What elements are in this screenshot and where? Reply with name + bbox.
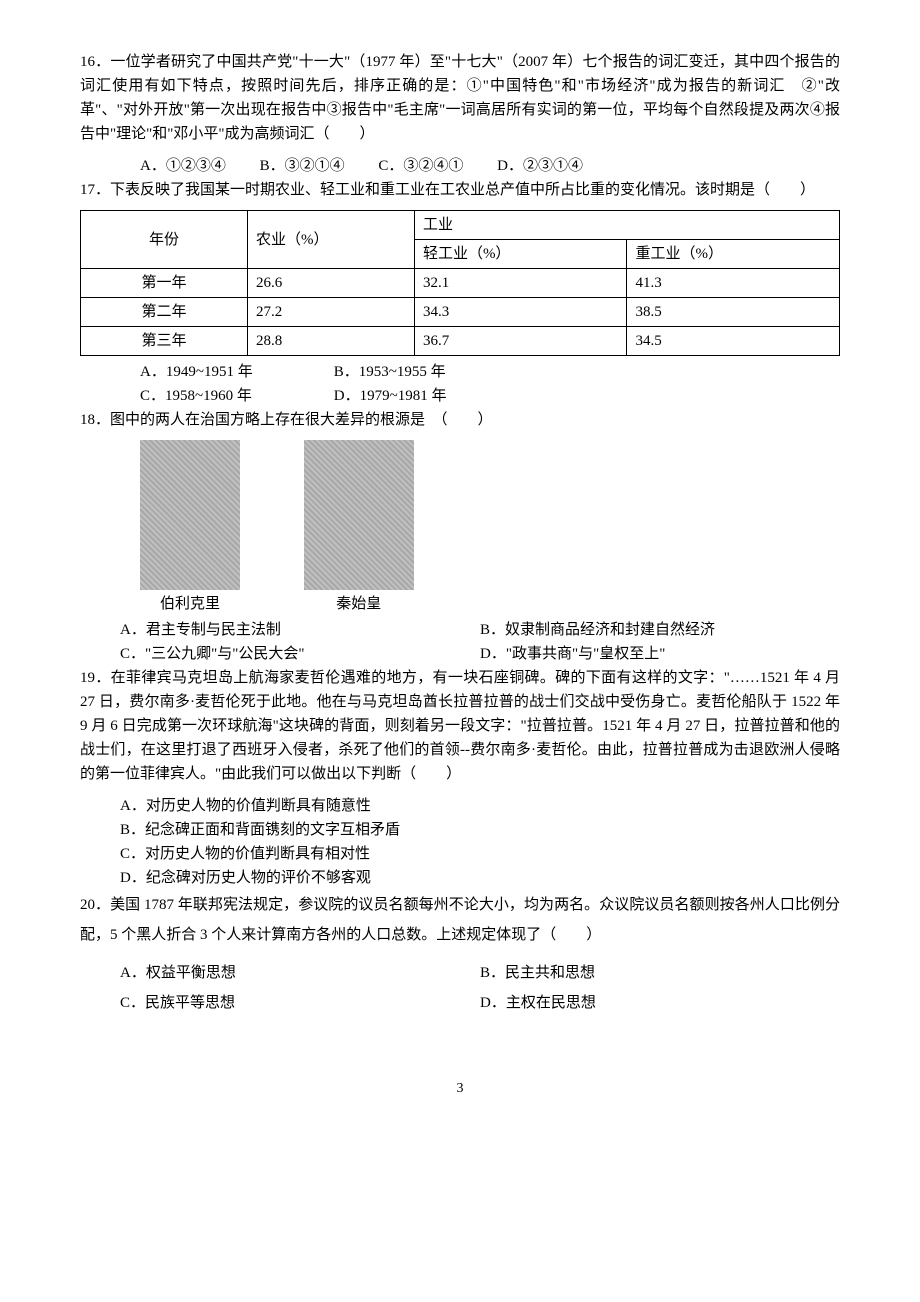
q18-opt-d: D．"政事共商"与"皇权至上" xyxy=(480,642,840,666)
table-row: 第二年 27.2 34.3 38.5 xyxy=(81,298,840,327)
th-agri: 农业（%） xyxy=(247,211,414,269)
q18-figures: 伯利克里 秦始皇 xyxy=(140,440,840,616)
q16-opt-d: D．②③①④ xyxy=(497,158,583,174)
table-row: 第三年 28.8 36.7 34.5 xyxy=(81,327,840,356)
q17-options: A．1949~1951 年 B．1953~1955 年 C．1958~1960 … xyxy=(140,360,840,408)
q18-opt-a: A．君主专制与民主法制 xyxy=(120,618,480,642)
q17-table: 年份 农业（%） 工业 轻工业（%） 重工业（%） 第一年 26.6 32.1 … xyxy=(80,210,840,356)
th-ind: 工业 xyxy=(414,211,839,240)
q20-opt-b: B．民主共和思想 xyxy=(480,958,840,988)
table-row: 第一年 26.6 32.1 41.3 xyxy=(81,269,840,298)
q17-opt-c: C．1958~1960 年 xyxy=(140,384,330,408)
q18-opt-b: B．奴隶制商品经济和封建自然经济 xyxy=(480,618,840,642)
q18-stem: 18．图中的两人在治国方略上存在很大差异的根源是 （ ） xyxy=(80,408,840,432)
q17-opt-b: B．1953~1955 年 xyxy=(334,360,524,384)
q19-stem: 19．在菲律宾马克坦岛上航海家麦哲伦遇难的地方，有一块石座铜碑。碑的下面有这样的… xyxy=(80,666,840,786)
q19-opt-d: D．纪念碑对历史人物的评价不够客观 xyxy=(120,866,840,890)
caption-pericles: 伯利克里 xyxy=(140,592,240,616)
th-year: 年份 xyxy=(81,211,248,269)
q19-opt-b: B．纪念碑正面和背面镌刻的文字互相矛盾 xyxy=(120,818,840,842)
q16-stem: 16．一位学者研究了中国共产党"十一大"（1977 年）至"十七大"（2007 … xyxy=(80,50,840,146)
page-number: 3 xyxy=(80,1078,840,1100)
th-light: 轻工业（%） xyxy=(414,240,627,269)
q20-opt-d: D．主权在民思想 xyxy=(480,988,840,1018)
q20-options: A．权益平衡思想 B．民主共和思想 C．民族平等思想 D．主权在民思想 xyxy=(120,958,840,1018)
q20-stem: 20．美国 1787 年联邦宪法规定，参议院的议员名额每州不论大小，均为两名。众… xyxy=(80,890,840,950)
q17-stem: 17．下表反映了我国某一时期农业、轻工业和重工业在工农业总产值中所占比重的变化情… xyxy=(80,178,840,202)
th-heavy: 重工业（%） xyxy=(627,240,840,269)
q20-opt-a: A．权益平衡思想 xyxy=(120,958,480,988)
q16-opt-a: A．①②③④ xyxy=(140,158,226,174)
q19-options: A．对历史人物的价值判断具有随意性 B．纪念碑正面和背面镌刻的文字互相矛盾 C．… xyxy=(120,794,840,890)
q19-opt-a: A．对历史人物的价值判断具有随意性 xyxy=(120,794,840,818)
q18-opt-c: C．"三公九卿"与"公民大会" xyxy=(120,642,480,666)
q16-opt-b: B．③②①④ xyxy=(260,158,345,174)
q17-opt-a: A．1949~1951 年 xyxy=(140,360,330,384)
q20-opt-c: C．民族平等思想 xyxy=(120,988,480,1018)
q18-options: A．君主专制与民主法制 B．奴隶制商品经济和封建自然经济 C．"三公九卿"与"公… xyxy=(120,618,840,666)
q17-opt-d: D．1979~1981 年 xyxy=(334,384,524,408)
q16-options: A．①②③④ B．③②①④ C．③②④① D．②③①④ xyxy=(120,154,840,178)
q16-opt-c: C．③②④① xyxy=(378,158,463,174)
caption-qin: 秦始皇 xyxy=(304,592,414,616)
q19-opt-c: C．对历史人物的价值判断具有相对性 xyxy=(120,842,840,866)
pericles-image xyxy=(140,440,240,590)
qinshihuang-image xyxy=(304,440,414,590)
